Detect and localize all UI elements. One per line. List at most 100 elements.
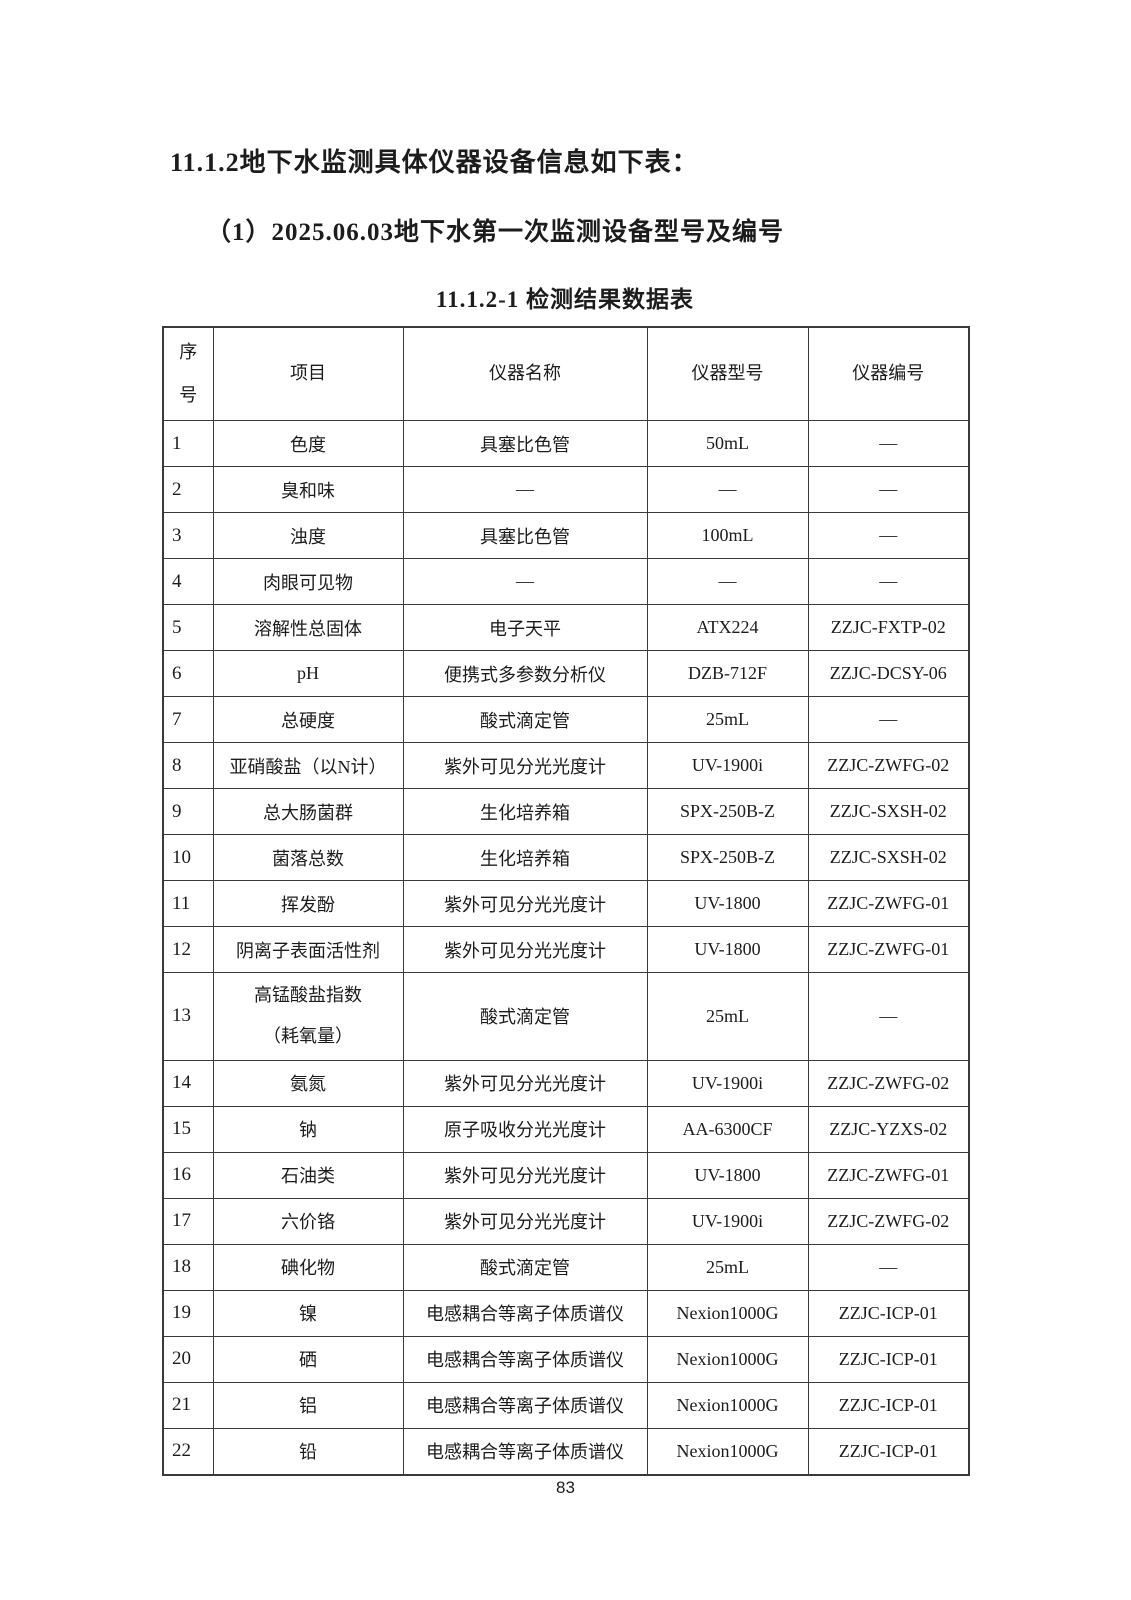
cell-instrument-code: ZZJC-FXTP-02 [807,604,970,651]
cell-instrument-model: Nexion1000G [646,1381,809,1429]
cell-instrument-model: UV-1800 [646,926,809,973]
column-header-item: 项目 [212,326,404,421]
table-row: 4 肉眼可见物 — — — [162,558,970,605]
cell-instrument-code: ZZJC-ZWFG-01 [807,1151,970,1199]
cell-instrument-name: 电感耦合等离子体质谱仪 [402,1335,648,1383]
section-heading: 11.1.2地下水监测具体仪器设备信息如下表： [170,148,699,177]
cell-item: 挥发酚 [212,880,404,927]
cell-instrument-code: ZZJC-ICP-01 [807,1335,970,1383]
cell-instrument-code: — [807,696,970,743]
cell-instrument-code: ZZJC-SXSH-02 [807,788,970,835]
cell-no: 7 [162,696,214,743]
cell-instrument-model: ATX224 [646,604,809,651]
cell-instrument-code: ZZJC-ICP-01 [807,1427,970,1476]
cell-item: 浊度 [212,512,404,559]
cell-instrument-name: 紫外可见分光光度计 [402,926,648,973]
cell-instrument-code: ZZJC-ICP-01 [807,1289,970,1337]
cell-instrument-model: UV-1900i [646,1197,809,1245]
cell-instrument-model: 50mL [646,420,809,467]
cell-item: 总硬度 [212,696,404,743]
table-row: 11 挥发酚 紫外可见分光光度计 UV-1800 ZZJC-ZWFG-01 [162,880,970,927]
cell-item: 肉眼可见物 [212,558,404,605]
cell-no: 4 [162,558,214,605]
column-header-instrument-name: 仪器名称 [402,326,648,421]
table-header-row: 序 号 项目 仪器名称 仪器型号 仪器编号 [162,326,970,421]
cell-no: 10 [162,834,214,881]
cell-item: 菌落总数 [212,834,404,881]
cell-item: 钠 [212,1105,404,1153]
table-row: 7 总硬度 酸式滴定管 25mL — [162,696,970,743]
table-row: 2 臭和味 — — — [162,466,970,513]
cell-instrument-model: Nexion1000G [646,1335,809,1383]
cell-no: 21 [162,1381,214,1429]
cell-item: 溶解性总固体 [212,604,404,651]
cell-no: 13 [162,972,214,1061]
table-row: 8 亚硝酸盐（以N计） 紫外可见分光光度计 UV-1900i ZZJC-ZWFG-02 [162,742,970,789]
cell-no: 17 [162,1197,214,1245]
cell-instrument-name: 便携式多参数分析仪 [402,650,648,697]
cell-instrument-code: — [807,1243,970,1291]
table-title: 11.1.2-1 检测结果数据表 [435,287,695,312]
table-row: 17 六价铬 紫外可见分光光度计 UV-1900i ZZJC-ZWFG-02 [162,1197,970,1245]
table-row: 22 铅电感耦合等离子体质谱仪 Nexion1000G ZZJC-ICP-01 [162,1427,970,1476]
table-row: 13 高锰酸盐指数 （耗氧量） 酸式滴定管 25mL — [162,972,970,1061]
cell-instrument-model: — [646,558,809,605]
cell-item: 高锰酸盐指数 （耗氧量） [212,972,404,1061]
table-row: 9 总大肠菌群 生化培养箱 SPX-250B-Z ZZJC-SXSH-02 [162,788,970,835]
cell-instrument-code: ZZJC-ZWFG-02 [807,1059,970,1107]
table-row: 15 钠原子吸收分光光度计 AA-6300CF ZZJC-YZXS-02 [162,1105,970,1153]
cell-instrument-code: ZZJC-ICP-01 [807,1381,970,1429]
cell-instrument-code: — [807,512,970,559]
column-header-instrument-code: 仪器编号 [807,326,970,421]
cell-instrument-name: 生化培养箱 [402,834,648,881]
table-body: 1 色度 具塞比色管 50mL —2 臭和味 — — —3 浊度 具塞比色管 100mL —4 肉眼可见物… [162,420,970,1476]
cell-instrument-code: ZZJC-ZWFG-02 [807,742,970,789]
cell-instrument-name: 酸式滴定管 [402,1243,648,1291]
cell-instrument-model: 25mL [646,972,809,1061]
cell-no: 14 [162,1059,214,1107]
cell-instrument-name: — [402,558,648,605]
table-row: 21 铝电感耦合等离子体质谱仪 Nexion1000G ZZJC-ICP-01 [162,1381,970,1429]
cell-instrument-model: Nexion1000G [646,1289,809,1337]
cell-instrument-name: 紫外可见分光光度计 [402,1197,648,1245]
cell-no: 8 [162,742,214,789]
cell-instrument-code: — [807,558,970,605]
cell-instrument-model: Nexion1000G [646,1427,809,1476]
cell-instrument-model: UV-1900i [646,742,809,789]
cell-instrument-model: 25mL [646,1243,809,1291]
cell-no: 6 [162,650,214,697]
cell-no: 11 [162,880,214,927]
cell-instrument-code: ZZJC-SXSH-02 [807,834,970,881]
cell-instrument-model: DZB-712F [646,650,809,697]
cell-instrument-code: ZZJC-ZWFG-01 [807,926,970,973]
cell-instrument-model: — [646,466,809,513]
cell-no: 18 [162,1243,214,1291]
column-header-instrument-model: 仪器型号 [646,326,809,421]
cell-instrument-name: 紫外可见分光光度计 [402,742,648,789]
table-row: 10 菌落总数 生化培养箱 SPX-250B-Z ZZJC-SXSH-02 [162,834,970,881]
table-row: 18 碘化物 酸式滴定管 25mL — [162,1243,970,1291]
table-row: 16 石油类 紫外可见分光光度计 UV-1800 ZZJC-ZWFG-01 [162,1151,970,1199]
cell-instrument-model: UV-1900i [646,1059,809,1107]
instrument-table: 序 号 项目 仪器名称 仪器型号 仪器编号 1 色度 具塞比色管 50mL —2 臭和味 —… [162,326,970,1476]
cell-item: 石油类 [212,1151,404,1199]
document-content: 11.1.2地下水监测具体仪器设备信息如下表： （1）2025.06.03地下水… [162,142,970,1476]
cell-instrument-name: 紫外可见分光光度计 [402,1059,648,1107]
cell-instrument-name: 具塞比色管 [402,420,648,467]
cell-instrument-name: 生化培养箱 [402,788,648,835]
cell-no: 12 [162,926,214,973]
cell-instrument-model: UV-1800 [646,1151,809,1199]
cell-no: 20 [162,1335,214,1383]
cell-item: 镍 [212,1289,404,1337]
cell-instrument-code: — [807,972,970,1061]
cell-instrument-model: 100mL [646,512,809,559]
cell-item: 色度 [212,420,404,467]
table-row: 3 浊度 具塞比色管 100mL — [162,512,970,559]
cell-item: 铝 [212,1381,404,1429]
cell-item: pH [212,650,404,697]
table-row: 12 阴离子表面活性剂 紫外可见分光光度计 UV-1800 ZZJC-ZWFG-01 [162,926,970,973]
cell-no: 1 [162,420,214,467]
table-row: 6 pH 便携式多参数分析仪 DZB-712F ZZJC-DCSY-06 [162,650,970,697]
cell-instrument-name: 原子吸收分光光度计 [402,1105,648,1153]
